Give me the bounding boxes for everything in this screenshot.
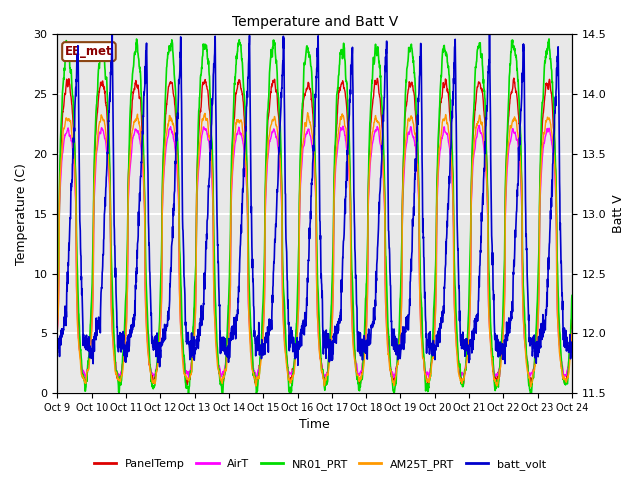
Y-axis label: Batt V: Batt V: [612, 194, 625, 233]
Legend: PanelTemp, AirT, NR01_PRT, AM25T_PRT, batt_volt: PanelTemp, AirT, NR01_PRT, AM25T_PRT, ba…: [90, 455, 550, 474]
Text: EE_met: EE_met: [65, 45, 113, 58]
Title: Temperature and Batt V: Temperature and Batt V: [232, 15, 398, 29]
Y-axis label: Temperature (C): Temperature (C): [15, 163, 28, 264]
X-axis label: Time: Time: [300, 419, 330, 432]
